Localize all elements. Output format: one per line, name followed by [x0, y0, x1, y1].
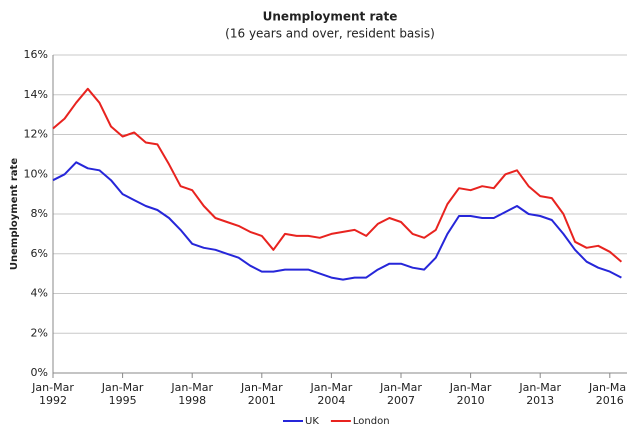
x-tick-label: Jan-Mar 2004 [310, 381, 353, 407]
x-tick-label: Jan-Mar 2007 [380, 381, 422, 407]
y-tick-label: 6% [31, 247, 48, 260]
y-tick-label: 0% [31, 366, 48, 379]
y-tick-label: 12% [24, 128, 48, 141]
x-tick-label: Jan-Mar 2016 [588, 381, 627, 407]
series-line [52, 161, 622, 281]
y-tick-label: 8% [31, 207, 48, 220]
x-tick-label: Jan-Mar 2010 [449, 381, 492, 407]
legend-label: London [353, 416, 390, 427]
x-tick-label: Jan-Mar 2001 [240, 381, 283, 407]
series-line [52, 87, 623, 263]
y-axis-label: Unemployment rate [9, 158, 20, 270]
y-tick-label: 16% [24, 48, 48, 61]
y-tick-label: 14% [24, 88, 48, 101]
y-tick-label: 4% [31, 287, 48, 300]
x-tick-label: Jan-Mar 1995 [101, 381, 144, 407]
chart-subtitle: (16 years and over, resident basis) [225, 27, 435, 41]
y-tick-label: 10% [24, 167, 48, 180]
x-tick-label: Jan-Mar 1992 [32, 381, 74, 407]
x-tick-label: Jan-Mar 1998 [171, 381, 214, 407]
y-tick-label: 2% [31, 326, 48, 339]
x-tick-label: Jan-Mar 2013 [519, 381, 562, 407]
legend-label: UK [305, 416, 319, 427]
chart-title: Unemployment rate [263, 10, 398, 24]
